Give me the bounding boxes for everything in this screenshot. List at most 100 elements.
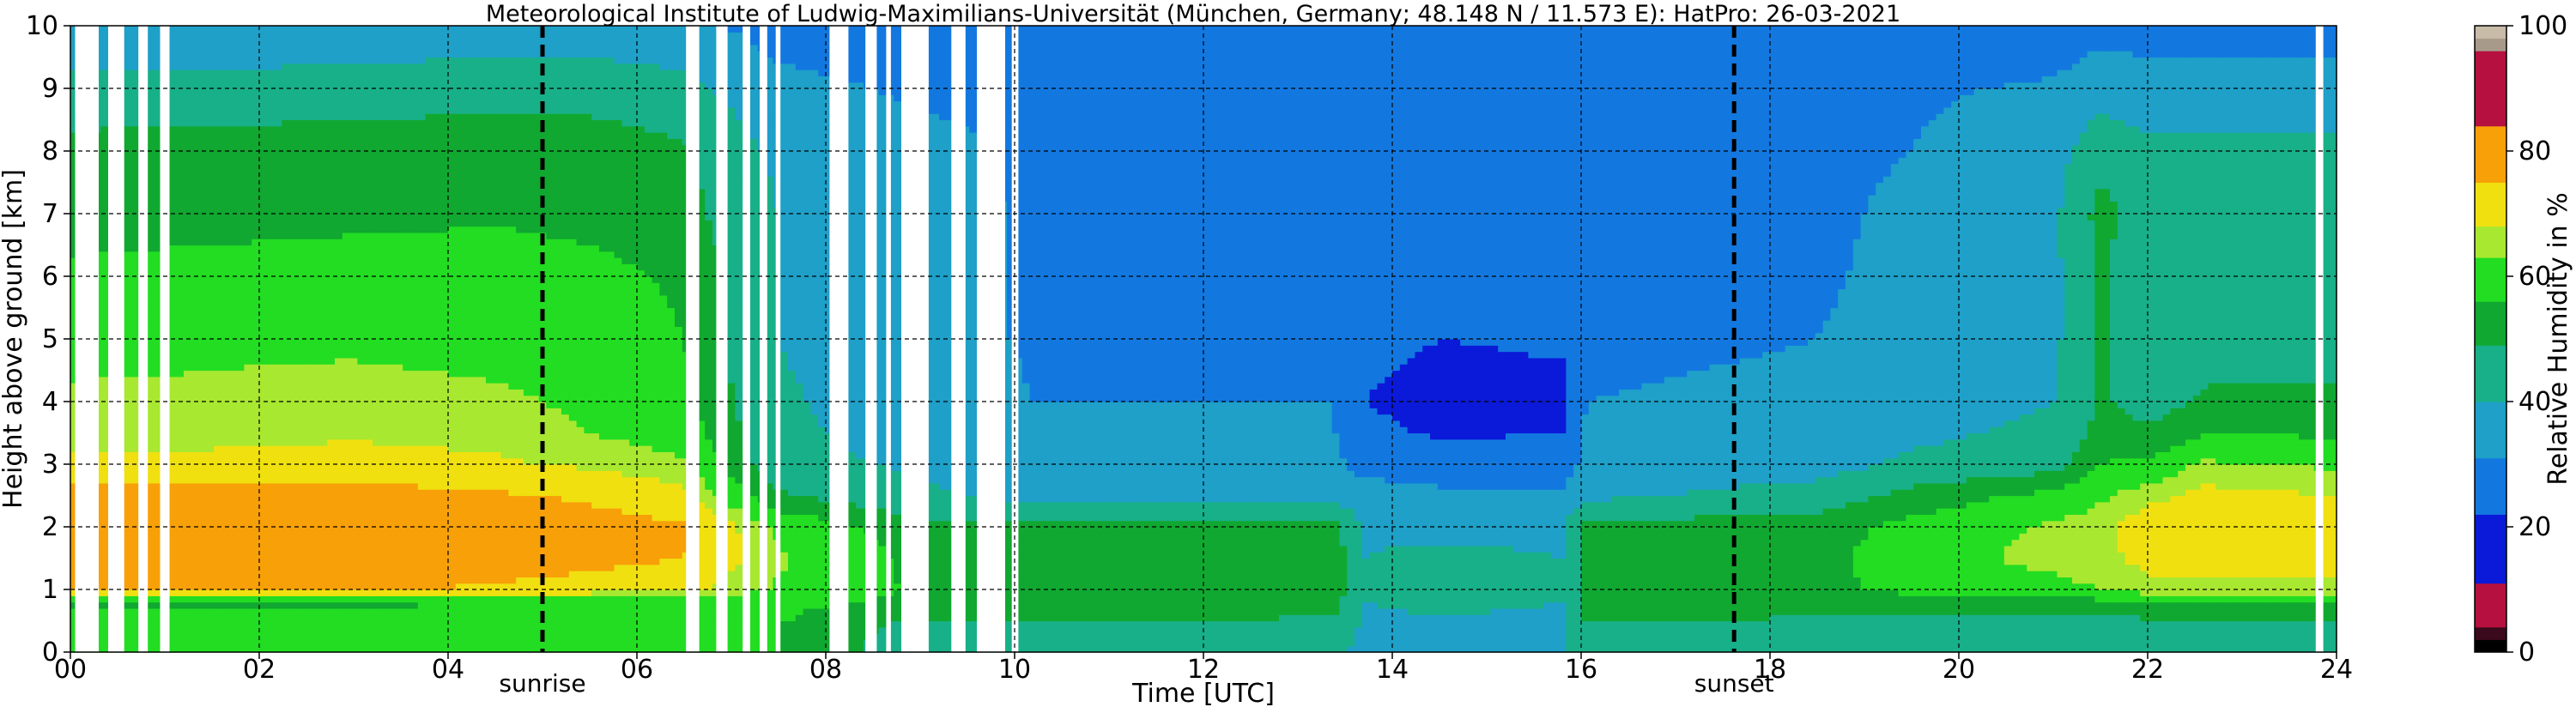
heatmap-cell: [289, 233, 297, 239]
heatmap-cell: [191, 426, 199, 433]
heatmap-cell: [282, 239, 289, 245]
heatmap-cell: [312, 120, 320, 127]
heatmap-cell: [237, 389, 245, 396]
heatmap-cell: [191, 195, 199, 202]
heatmap-cell: [380, 32, 388, 39]
heatmap-cell: [426, 358, 433, 365]
heatmap-cell: [199, 402, 207, 408]
heatmap-cell: [418, 608, 426, 615]
heatmap-cell: [244, 477, 252, 484]
heatmap-cell: [214, 239, 221, 245]
heatmap-cell: [267, 502, 275, 509]
heatmap-cell: [252, 364, 259, 371]
heatmap-cell: [440, 602, 448, 609]
heatmap-cell: [327, 589, 335, 596]
heatmap-cell: [100, 608, 108, 615]
heatmap-cell: [365, 339, 373, 346]
heatmap-cell: [365, 477, 373, 484]
heatmap-cell: [191, 320, 199, 327]
heatmap-cell: [380, 220, 388, 227]
heatmap-cell: [342, 138, 350, 145]
heatmap-cell: [342, 451, 350, 458]
heatmap-cell: [282, 552, 289, 559]
heatmap-cell: [373, 239, 380, 245]
heatmap-cell: [168, 627, 176, 634]
heatmap-cell: [282, 320, 289, 327]
heatmap-cell: [176, 132, 184, 139]
heatmap-cell: [184, 282, 191, 289]
heatmap-cell: [124, 389, 131, 396]
heatmap-cell: [373, 120, 380, 127]
heatmap-cell: [259, 426, 267, 433]
heatmap-cell: [206, 496, 214, 503]
heatmap-cell: [275, 51, 282, 57]
heatmap-cell: [410, 483, 418, 490]
heatmap-cell: [124, 201, 131, 208]
heatmap-cell: [100, 414, 108, 421]
heatmap-cell: [410, 383, 418, 390]
heatmap-cell: [350, 383, 358, 390]
heatmap-cell: [426, 352, 433, 359]
heatmap-cell: [168, 51, 176, 57]
heatmap-cell: [305, 377, 312, 384]
heatmap-cell: [410, 57, 418, 64]
heatmap-cell: [206, 377, 214, 384]
heatmap-cell: [342, 489, 350, 496]
heatmap-cell: [237, 26, 245, 33]
heatmap-cell: [124, 45, 131, 51]
heatmap-cell: [275, 245, 282, 252]
heatmap-cell: [403, 470, 410, 477]
heatmap-cell: [244, 540, 252, 547]
heatmap-cell: [289, 345, 297, 352]
heatmap-cell: [403, 608, 410, 615]
heatmap-cell: [229, 633, 237, 640]
heatmap-cell: [176, 214, 184, 221]
heatmap-cell: [191, 314, 199, 321]
heatmap-cell: [312, 426, 320, 433]
heatmap-cell: [244, 132, 252, 139]
heatmap-cell: [319, 239, 327, 245]
heatmap-cell: [289, 151, 297, 158]
heatmap-cell: [244, 464, 252, 471]
heatmap-cell: [289, 176, 297, 183]
heatmap-cell: [237, 276, 245, 283]
heatmap-cell: [206, 477, 214, 484]
heatmap-cell: [267, 132, 275, 139]
heatmap-cell: [168, 414, 176, 421]
heatmap-cell: [327, 358, 335, 365]
heatmap-cell: [373, 627, 380, 634]
heatmap-cell: [199, 627, 207, 634]
heatmap-cell: [305, 282, 312, 289]
heatmap-cell: [380, 483, 388, 490]
heatmap-cell: [206, 483, 214, 490]
heatmap-cell: [410, 26, 418, 33]
heatmap-cell: [221, 257, 229, 264]
heatmap-cell: [380, 132, 388, 139]
heatmap-cell: [130, 546, 138, 553]
heatmap-cell: [244, 151, 252, 158]
heatmap-cell: [214, 621, 221, 628]
heatmap-cell: [433, 195, 440, 202]
heatmap-cell: [440, 527, 448, 534]
heatmap-cell: [267, 377, 275, 384]
heatmap-cell: [124, 151, 131, 158]
heatmap-cell: [365, 57, 373, 64]
heatmap-cell: [365, 88, 373, 95]
heatmap-cell: [221, 514, 229, 521]
heatmap-cell: [373, 345, 380, 352]
heatmap-cell: [433, 514, 440, 521]
heatmap-cell: [100, 164, 108, 171]
heatmap-cell: [350, 514, 358, 521]
heatmap-cell: [350, 420, 358, 427]
heatmap-cell: [440, 57, 448, 64]
heatmap-cell: [259, 477, 267, 484]
heatmap-cell: [395, 151, 403, 158]
heatmap-cell: [373, 639, 380, 646]
heatmap-cell: [433, 540, 440, 547]
heatmap-cell: [244, 445, 252, 452]
heatmap-cell: [252, 433, 259, 440]
heatmap-cell: [342, 621, 350, 628]
heatmap-cell: [305, 227, 312, 233]
heatmap-cell: [252, 621, 259, 628]
heatmap-cell: [259, 227, 267, 233]
